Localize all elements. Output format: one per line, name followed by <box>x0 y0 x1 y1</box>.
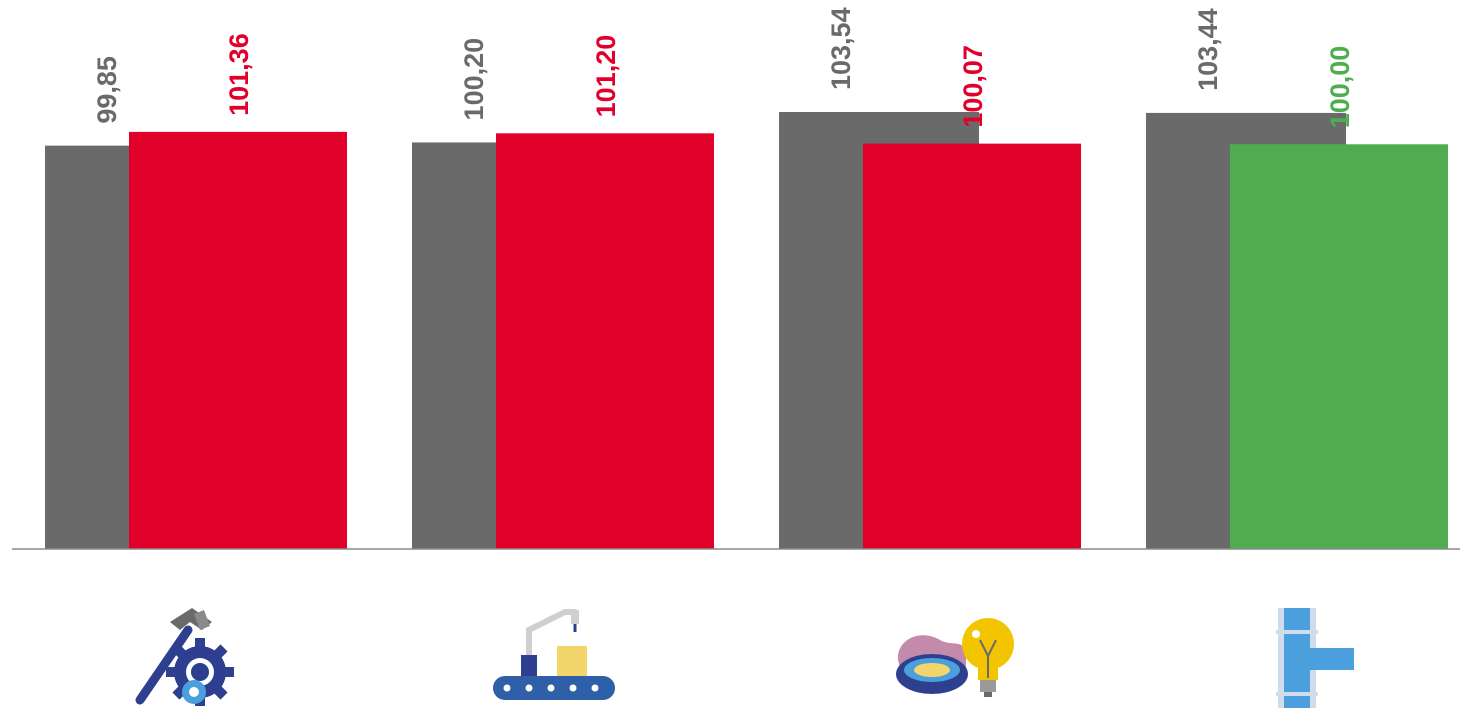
water-pipe-icon <box>1276 608 1354 708</box>
data-label-series2-2: 101,20 <box>591 35 621 118</box>
bar-series2-1 <box>129 131 347 549</box>
category-icon-2 <box>485 600 625 710</box>
bars-layer <box>45 112 1448 550</box>
bar-series2-2 <box>496 133 714 549</box>
data-label-series1-1: 99,85 <box>92 56 122 124</box>
bar-series2-3 <box>863 143 1081 550</box>
data-label-series2-3: 100,07 <box>958 45 988 128</box>
category-icon-1 <box>120 600 260 710</box>
category-icon-3 <box>890 600 1030 710</box>
data-label-series2-1: 101,36 <box>224 33 254 116</box>
category-icon-4 <box>1250 600 1390 710</box>
data-label-series1-3: 103,54 <box>826 7 856 90</box>
conveyor-robot-icon <box>493 609 615 700</box>
bar-series2-4 <box>1230 144 1448 549</box>
data-labels-layer: 99,85 101,36 100,20 101,20 103,54 100,07 103,4… <box>92 7 1355 128</box>
data-label-series2-4: 100,00 <box>1325 46 1355 129</box>
data-label-series1-4: 103,44 <box>1193 8 1223 91</box>
data-label-series1-2: 100,20 <box>459 38 489 121</box>
gas-electricity-icon <box>896 618 1014 697</box>
hammer-gear-icon <box>135 608 234 706</box>
